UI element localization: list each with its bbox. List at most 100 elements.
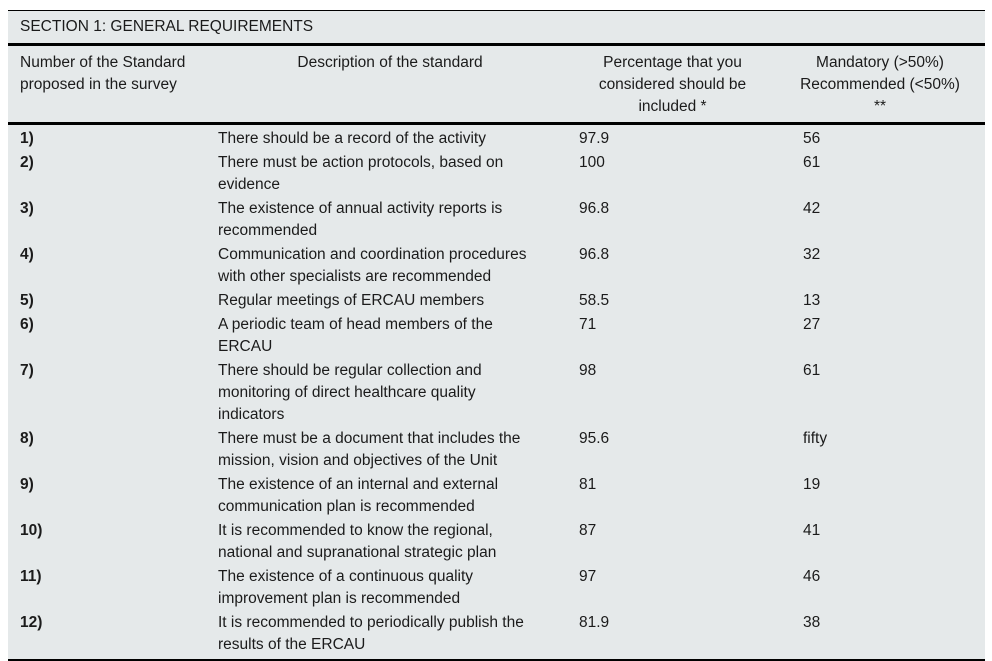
column-header-0: Number of the Standard proposed in the su…: [8, 46, 210, 124]
mandatory-value: 56: [803, 130, 821, 147]
standard-description: Regular meetings of ERCAU members: [210, 289, 570, 313]
description-line: There should be regular collection and: [218, 362, 482, 379]
percentage-value: 87: [579, 522, 597, 539]
percentage-value: 98: [579, 362, 597, 379]
mandatory-value: 41: [803, 522, 821, 539]
table-row: 6) A periodic team of head members of the…: [8, 313, 985, 359]
percentage-value: 96.8: [579, 200, 610, 217]
description-line: national and supranational strategic pla…: [218, 544, 497, 561]
table-row: 10) It is recommended to know the regiona…: [8, 519, 985, 565]
requirements-table: SECTION 1: GENERAL REQUIREMENTS Number o…: [8, 10, 985, 661]
description-line: Regular meetings of ERCAU members: [218, 292, 485, 309]
standard-number: 2): [20, 154, 34, 171]
standard-number: 5): [20, 292, 34, 309]
percentage-value: 58.5: [579, 292, 610, 309]
table-header: Number of the Standard proposed in the su…: [8, 46, 985, 124]
description-line: communication plan is recommended: [218, 498, 475, 515]
column-header-1: Description of the standard: [210, 46, 570, 124]
mandatory-value: 61: [803, 362, 821, 379]
standard-number: 11): [20, 568, 42, 585]
column-header-3: Mandatory (>50%) Recommended (<50%) **: [775, 46, 985, 124]
description-line: It is recommended to know the regional,: [218, 522, 493, 539]
column-header-line: included *: [638, 98, 707, 115]
table-row: 1) There should be a record of the activi…: [8, 124, 985, 152]
description-line: mission, vision and objectives of the Un…: [218, 452, 498, 469]
standard-number: 9): [20, 476, 34, 493]
percentage-value: 96.8: [579, 246, 610, 263]
mandatory-value: 32: [803, 246, 821, 263]
header-row: Number of the Standard proposed in the su…: [8, 46, 985, 124]
standard-description: The existence of an internal and externa…: [210, 473, 570, 519]
percentage-value: 81.9: [579, 614, 610, 631]
table-row: 11) The existence of a continuous quality…: [8, 565, 985, 611]
section-header: SECTION 1: GENERAL REQUIREMENTS: [8, 11, 985, 46]
description-line: A periodic team of head members of the: [218, 316, 493, 333]
column-header-line: Number of the Standard: [20, 54, 186, 71]
section-title: SECTION 1: GENERAL REQUIREMENTS: [20, 18, 314, 35]
column-header-line: **: [873, 98, 887, 115]
standard-number: 4): [20, 246, 34, 263]
description-line: It is recommended to periodically publis…: [218, 614, 524, 631]
mandatory-value: 46: [803, 568, 821, 585]
standard-description: There should be regular collection and mo…: [210, 359, 570, 427]
table-body: 1) There should be a record of the activi…: [8, 124, 985, 660]
mandatory-value: 27: [803, 316, 821, 333]
column-header-line: Recommended (<50%): [800, 76, 960, 93]
description-line: indicators: [218, 406, 285, 423]
column-header-2: Percentage that you considered should be i…: [570, 46, 775, 124]
percentage-value: 81: [579, 476, 597, 493]
column-header-line: Description of the standard: [297, 54, 483, 71]
standard-number: 10): [20, 522, 43, 539]
percentage-value: 71: [579, 316, 597, 333]
standard-description: A periodic team of head members of the ER…: [210, 313, 570, 359]
description-line: Communication and coordination procedure…: [218, 246, 527, 263]
mandatory-value: 38: [803, 614, 821, 631]
standard-number: 3): [20, 200, 34, 217]
standard-description: There must be action protocols, based on…: [210, 151, 570, 197]
standard-number: 12): [20, 614, 43, 631]
standard-number: 8): [20, 430, 34, 447]
standard-description: The existence of annual activity reports…: [210, 197, 570, 243]
description-line: The existence of an internal and externa…: [218, 476, 499, 493]
table-row: 4) Communication and coordination procedu…: [8, 243, 985, 289]
table-row: 5) Regular meetings of ERCAU members 58.5 1…: [8, 289, 985, 313]
percentage-value: 100: [579, 154, 605, 171]
standard-description: It is recommended to periodically publis…: [210, 611, 570, 659]
percentage-value: 97: [579, 568, 597, 585]
mandatory-value: fifty: [803, 430, 828, 447]
description-line: The existence of annual activity reports…: [218, 200, 503, 217]
description-line: evidence: [218, 176, 281, 193]
column-header-line: Mandatory (>50%): [816, 54, 944, 71]
standard-number: 7): [20, 362, 34, 379]
standard-description: The existence of a continuous quality imp…: [210, 565, 570, 611]
mandatory-value: 61: [803, 154, 821, 171]
description-line: There must be action protocols, based on: [218, 154, 504, 171]
description-line: There must be a document that includes t…: [218, 430, 521, 447]
description-line: recommended: [218, 222, 318, 239]
standard-number: 6): [20, 316, 34, 333]
description-line: The existence of a continuous quality: [218, 568, 474, 585]
description-line: results of the ERCAU: [218, 636, 366, 653]
table-row: 8) There must be a document that includes…: [8, 427, 985, 473]
description-line: ERCAU: [218, 338, 273, 355]
table-row: 12) It is recommended to periodically pub…: [8, 611, 985, 659]
table-row: 9) The existence of an internal and exter…: [8, 473, 985, 519]
data-table: Number of the Standard proposed in the su…: [8, 46, 985, 659]
standard-description: It is recommended to know the regional, n…: [210, 519, 570, 565]
standard-description: There must be a document that includes t…: [210, 427, 570, 473]
table-row: 3) The existence of annual activity repor…: [8, 197, 985, 243]
mandatory-value: 19: [803, 476, 821, 493]
description-line: improvement plan is recommended: [218, 590, 461, 607]
description-line: with other specialists are recommended: [218, 268, 492, 285]
description-line: There should be a record of the activity: [218, 130, 486, 147]
percentage-value: 95.6: [579, 430, 610, 447]
mandatory-value: 42: [803, 200, 821, 217]
column-header-line: Percentage that you: [603, 54, 742, 71]
mandatory-value: 13: [803, 292, 821, 309]
description-line: monitoring of direct healthcare quality: [218, 384, 476, 401]
standard-description: There should be a record of the activity: [210, 124, 570, 152]
column-header-line: considered should be: [598, 76, 747, 93]
table-row: 2) There must be action protocols, based …: [8, 151, 985, 197]
standard-description: Communication and coordination procedure…: [210, 243, 570, 289]
column-header-line: proposed in the survey: [20, 76, 177, 93]
